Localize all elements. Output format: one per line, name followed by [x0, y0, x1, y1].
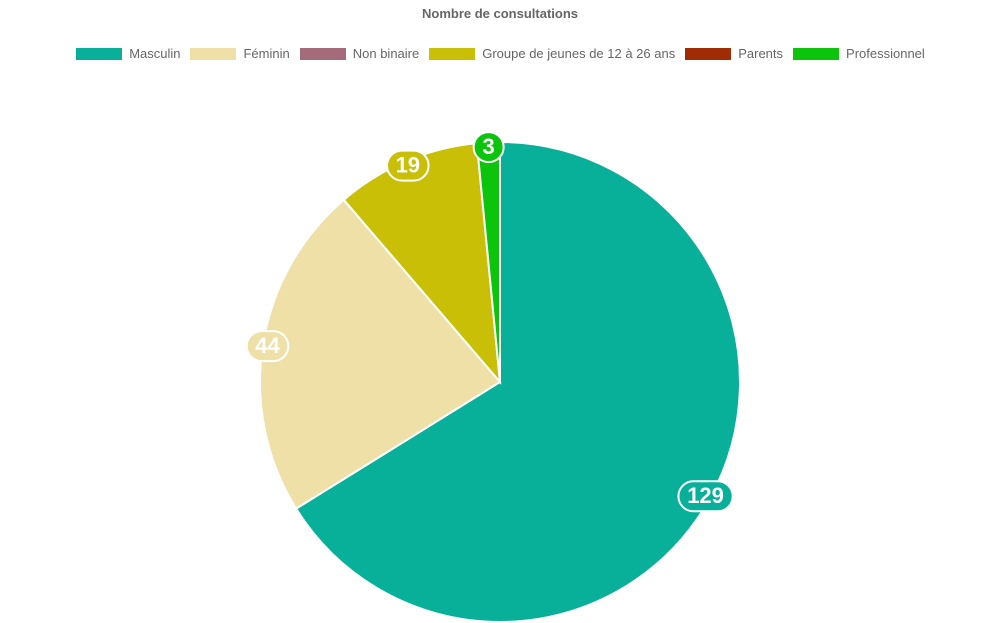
legend-item-non-binaire[interactable]: Non binaire [298, 46, 420, 61]
data-label-text-feminin: 44 [255, 333, 280, 358]
data-label-text-professionnel: 3 [483, 134, 495, 159]
pie-data-labels: 129 44 19 3 [245, 131, 734, 513]
data-label-bg-feminin [245, 330, 290, 363]
legend-swatch-masculin [75, 46, 124, 61]
data-label-text-groupe-de-jeunes-de-12-a-26-ans: 19 [396, 152, 420, 177]
pie-slices [259, 140, 741, 623]
legend-item-groupe-jeunes[interactable]: Groupe de jeunes de 12 à 26 ans [428, 46, 675, 61]
data-label-bg-professionnel [472, 131, 505, 164]
data-label-bg-groupe-de-jeunes-de-12-a-26-ans [386, 149, 430, 182]
legend-swatch-professionnel [792, 46, 841, 61]
legend-label-groupe-jeunes: Groupe de jeunes de 12 à 26 ans [482, 46, 676, 61]
chart-legend: Masculin Féminin Non binaire Groupe de j… [0, 46, 1000, 61]
legend-item-professionnel[interactable]: Professionnel [792, 46, 925, 61]
legend-item-parents[interactable]: Parents [684, 46, 783, 61]
data-label-masculin: 129 [677, 480, 734, 513]
legend-swatch-non-binaire [298, 46, 347, 61]
legend-item-feminin[interactable]: Féminin [189, 46, 290, 61]
legend-swatch-feminin [189, 46, 238, 61]
legend-swatch-parents [684, 46, 733, 61]
legend-label-feminin: Féminin [243, 46, 290, 61]
chart-title: Nombre de consultations [421, 6, 579, 21]
data-label-professionnel: 3 [472, 131, 505, 164]
data-label-bg-masculin [677, 480, 734, 513]
legend-label-professionnel: Professionnel [846, 46, 925, 61]
legend-label-parents: Parents [738, 46, 784, 61]
legend-label-non-binaire: Non binaire [352, 46, 420, 61]
data-label-groupe-de-jeunes-de-12-a-26-ans: 19 [386, 149, 430, 182]
legend-item-masculin[interactable]: Masculin [75, 46, 180, 61]
legend-swatch-groupe-jeunes [428, 46, 477, 61]
legend-label-masculin: Masculin [129, 46, 181, 61]
data-label-text-masculin: 129 [687, 483, 724, 508]
data-label-feminin: 44 [245, 330, 290, 363]
